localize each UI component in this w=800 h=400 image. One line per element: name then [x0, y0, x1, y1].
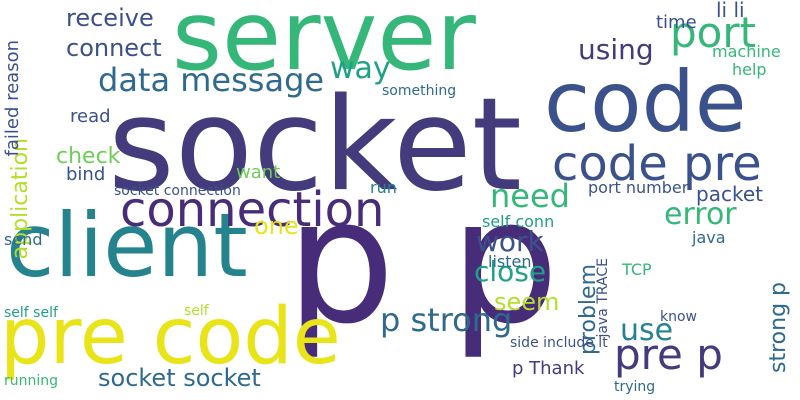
word-pre-p: pre p: [614, 330, 723, 379]
word-code: code: [544, 53, 747, 151]
word-client: client: [6, 194, 248, 297]
word-p-p: p p: [286, 161, 560, 362]
word-failed-reason: failed reason: [2, 40, 23, 157]
word-read: read: [70, 106, 111, 127]
word-code-pre: code pre: [552, 136, 762, 192]
word-trying: trying: [614, 379, 656, 395]
word-data-message: data message: [98, 61, 325, 99]
word-something: something: [382, 83, 457, 99]
word-li-li: li li: [716, 0, 745, 22]
word-bind: bind: [66, 164, 106, 185]
word-server: server: [172, 0, 476, 92]
word-connect: connect: [66, 34, 162, 62]
word-self: self: [184, 303, 209, 319]
word-run: run: [370, 178, 397, 197]
word-receive: receive: [66, 4, 154, 32]
word-use: use: [620, 313, 674, 348]
word-socket-socket: socket socket: [98, 364, 261, 392]
word-side-include-lt: side include lt: [510, 335, 608, 351]
word-time: time: [656, 12, 697, 33]
word-java-TRACE: java TRACE: [595, 258, 611, 338]
word-port-number: port number: [588, 178, 689, 197]
word-listen: listen: [488, 252, 532, 271]
word-error: error: [664, 197, 737, 232]
word-seem: seem: [494, 288, 560, 316]
word-using: using: [578, 33, 654, 66]
word-know: know: [660, 309, 697, 325]
word-connection: connection: [120, 182, 385, 238]
word-help: help: [732, 60, 767, 79]
word-TCP: TCP: [622, 260, 652, 279]
word-check: check: [56, 144, 121, 169]
word-send: send: [4, 230, 43, 249]
word-pre-code: pre code: [0, 292, 341, 382]
word-strong-p: strong p: [766, 282, 791, 373]
word-socket-connection: socket connection: [114, 183, 241, 199]
word-socket: socket: [108, 71, 522, 220]
word-port: port: [670, 8, 757, 57]
word-one: one: [254, 212, 299, 240]
word-java: java: [692, 228, 726, 247]
word-self-self: self self: [4, 305, 58, 321]
word-p-Thank: p Thank: [512, 358, 585, 379]
word-running: running: [4, 373, 59, 389]
word-self-conn: self conn: [482, 212, 555, 231]
word-work: work: [476, 225, 544, 258]
word-want: want: [236, 162, 281, 183]
word-machine: machine: [712, 42, 781, 61]
word-p-strong: p strong: [380, 301, 513, 339]
word-packet: packet: [696, 182, 763, 206]
word-need: need: [490, 177, 570, 215]
word-close: close: [474, 255, 547, 288]
word-way: way: [330, 51, 391, 86]
